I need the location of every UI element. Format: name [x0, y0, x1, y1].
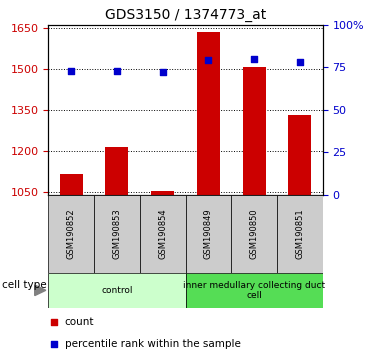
Bar — [94, 195, 140, 273]
Bar — [60, 174, 82, 195]
Point — [297, 59, 303, 65]
Text: cell type: cell type — [3, 280, 47, 290]
Bar — [277, 195, 323, 273]
Bar — [289, 115, 311, 195]
Point — [51, 319, 57, 325]
Point — [51, 341, 57, 347]
Bar — [140, 195, 186, 273]
Text: GSM190854: GSM190854 — [158, 208, 167, 259]
Point — [206, 58, 211, 63]
Bar — [151, 190, 174, 195]
Bar — [48, 273, 186, 308]
Bar — [48, 195, 94, 273]
Text: GSM190852: GSM190852 — [67, 208, 76, 259]
Text: GSM190850: GSM190850 — [250, 208, 259, 259]
Text: GSM190849: GSM190849 — [204, 208, 213, 259]
Bar — [243, 67, 266, 195]
Polygon shape — [35, 285, 46, 296]
Text: percentile rank within the sample: percentile rank within the sample — [65, 339, 240, 349]
Text: count: count — [65, 317, 94, 327]
Text: control: control — [101, 286, 132, 295]
Point — [251, 56, 257, 62]
Point — [160, 69, 165, 75]
Point — [114, 68, 120, 74]
Text: inner medullary collecting duct
cell: inner medullary collecting duct cell — [183, 281, 325, 300]
Point — [68, 68, 74, 74]
Bar — [231, 195, 277, 273]
Text: GSM190853: GSM190853 — [112, 208, 121, 259]
Bar — [186, 195, 231, 273]
Title: GDS3150 / 1374773_at: GDS3150 / 1374773_at — [105, 8, 266, 22]
Text: GSM190851: GSM190851 — [295, 208, 304, 259]
Bar — [197, 32, 220, 195]
Bar — [105, 147, 128, 195]
Bar — [186, 273, 323, 308]
